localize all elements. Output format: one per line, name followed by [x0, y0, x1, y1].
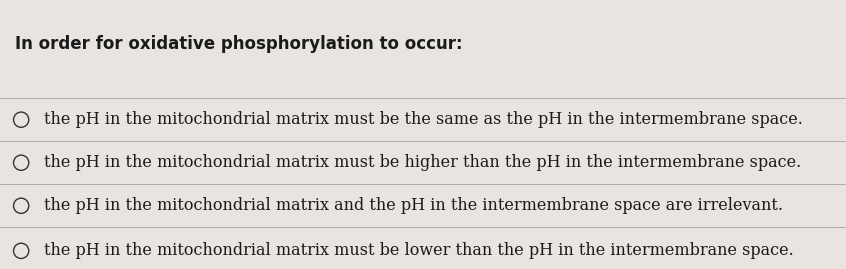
Text: the pH in the mitochondrial matrix must be lower than the pH in the intermembran: the pH in the mitochondrial matrix must … — [44, 242, 794, 259]
Text: In order for oxidative phosphorylation to occur:: In order for oxidative phosphorylation t… — [15, 35, 463, 53]
Text: the pH in the mitochondrial matrix must be the same as the pH in the intermembra: the pH in the mitochondrial matrix must … — [44, 111, 803, 128]
Text: the pH in the mitochondrial matrix must be higher than the pH in the intermembra: the pH in the mitochondrial matrix must … — [44, 154, 801, 171]
Text: the pH in the mitochondrial matrix and the pH in the intermembrane space are irr: the pH in the mitochondrial matrix and t… — [44, 197, 783, 214]
